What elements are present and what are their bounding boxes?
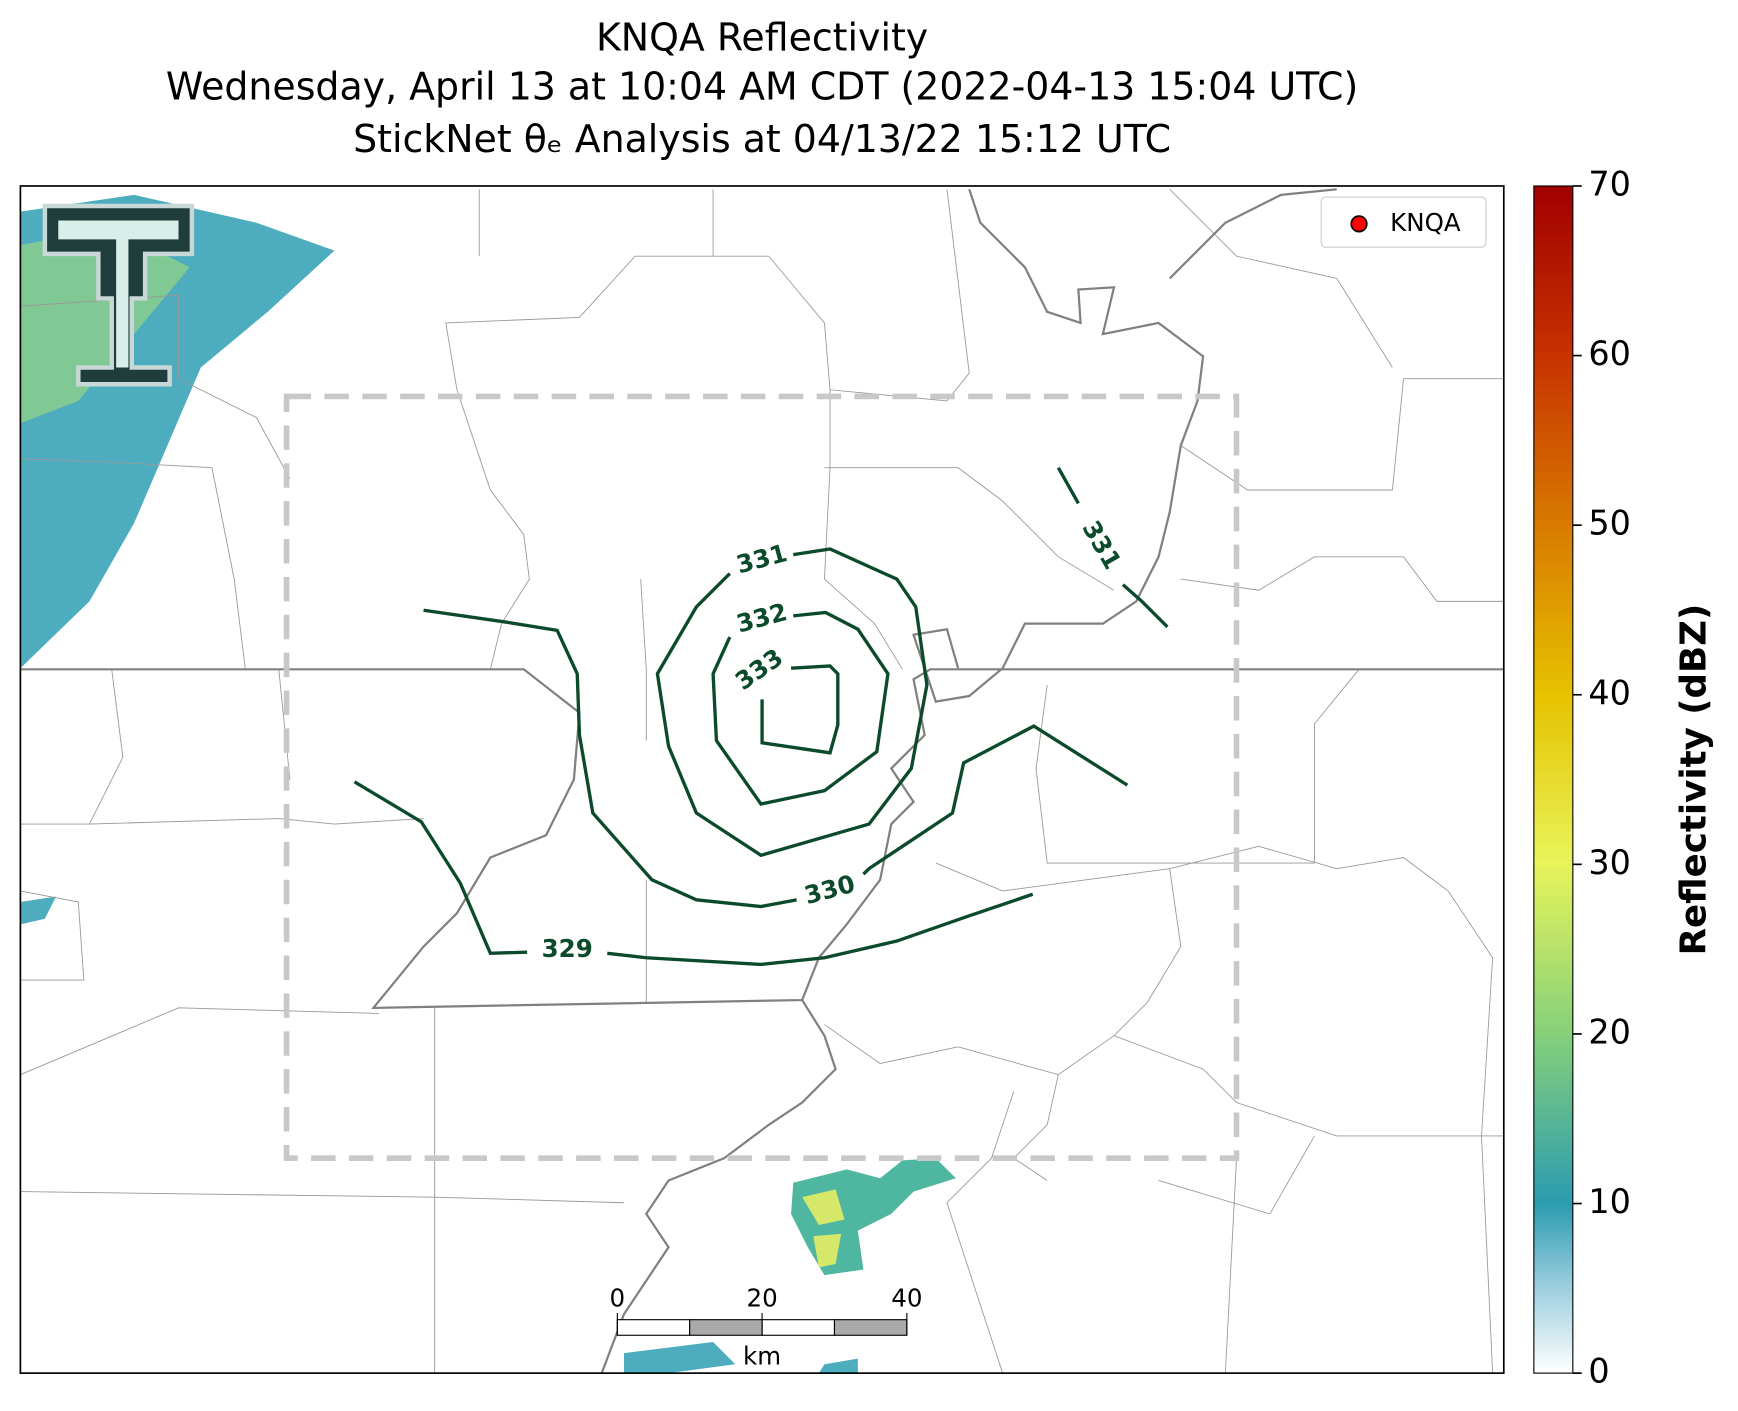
scalebar-segment <box>616 1319 691 1336</box>
contour-line <box>655 547 929 858</box>
contour-label: 332 <box>733 597 790 638</box>
radar-echo <box>623 1341 858 1374</box>
scalebar-label: 0 <box>610 1284 626 1313</box>
title-line: KNQA Reflectivity <box>596 16 928 60</box>
colorbar-tick-label: 70 <box>1588 164 1631 203</box>
contour-line <box>711 610 890 806</box>
contour-line <box>353 780 1034 967</box>
legend: KNQA <box>1320 196 1487 248</box>
contour-line <box>423 608 1129 909</box>
colorbar-label: Reflectivity (dBZ) <box>1673 604 1714 956</box>
contour-label: 329 <box>542 934 593 963</box>
river <box>600 188 1337 1374</box>
scalebar-label: 20 <box>746 1284 777 1313</box>
scalebar-segment <box>761 1319 836 1336</box>
colorbar-tick-label: 40 <box>1588 673 1631 712</box>
radar-echo <box>802 1189 845 1268</box>
logo <box>42 203 195 387</box>
radar-echo <box>20 896 57 925</box>
county-line <box>20 189 1504 1374</box>
colorbar-tick-label: 0 <box>1588 1352 1609 1391</box>
colorbar-tick-label: 60 <box>1588 334 1631 373</box>
legend-box <box>1320 196 1487 248</box>
colorbar-tick-label: 30 <box>1588 843 1631 882</box>
map-frame <box>19 185 1505 1374</box>
scalebar-label: 40 <box>891 1284 922 1313</box>
state-border <box>20 668 1504 1010</box>
contour-label: 330 <box>801 869 858 910</box>
contour-line <box>760 664 840 755</box>
colorbar-tick-label: 50 <box>1588 504 1631 543</box>
contour-line <box>1056 466 1169 629</box>
colorbar-tick-label: 20 <box>1588 1012 1631 1051</box>
legend-label: KNQA <box>1390 208 1461 237</box>
contour-label: 331 <box>733 538 790 579</box>
scalebar-segment <box>833 1319 908 1336</box>
legend-marker <box>1350 215 1368 233</box>
colorbar <box>1533 185 1574 1374</box>
contour-label: 331 <box>1077 516 1128 575</box>
scalebar-unit: km <box>743 1342 781 1371</box>
map-layer <box>20 188 1504 1374</box>
analysis-domain <box>283 393 1240 1161</box>
title-line: StickNet θₑ Analysis at 04/13/22 15:12 U… <box>353 117 1171 161</box>
contour-label: 333 <box>730 643 789 696</box>
colorbar-tick-label: 10 <box>1588 1182 1631 1221</box>
scalebar-segment <box>689 1319 763 1336</box>
title-line: Wednesday, April 13 at 10:04 AM CDT (202… <box>166 65 1358 109</box>
